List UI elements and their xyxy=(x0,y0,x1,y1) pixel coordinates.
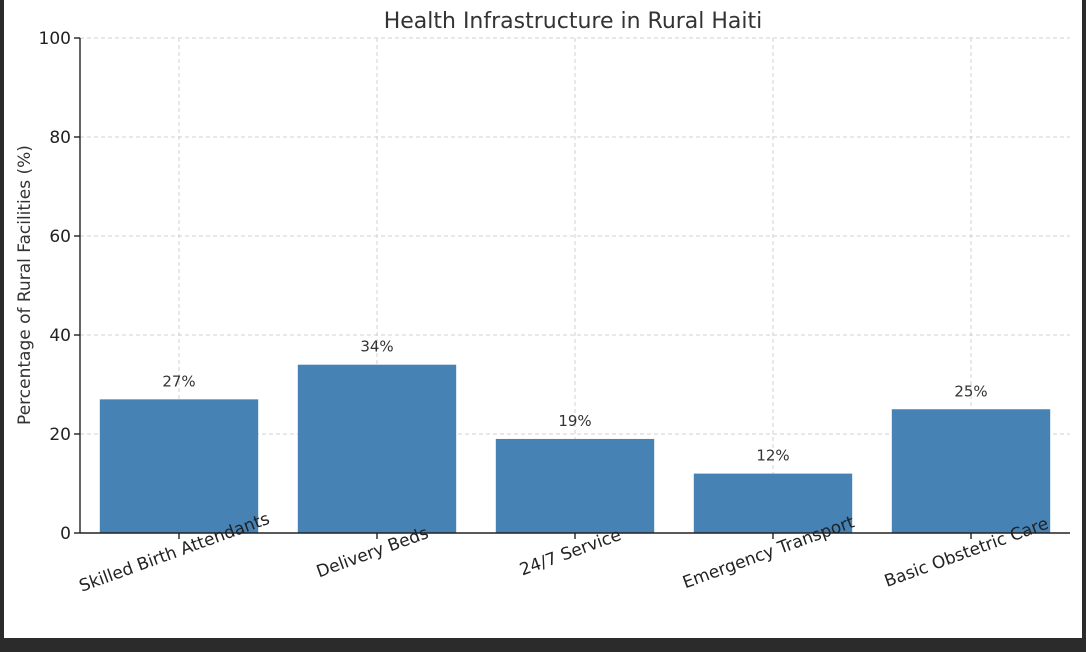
bar xyxy=(693,473,853,533)
chart-title: Health Infrastructure in Rural Haiti xyxy=(384,9,763,34)
bar xyxy=(99,399,259,533)
bar-data-label: 12% xyxy=(756,447,789,465)
bar-data-label: 19% xyxy=(558,412,591,430)
y-axis-label: Percentage of Rural Facilities (%) xyxy=(15,145,35,425)
bar-layer xyxy=(99,364,1051,533)
bar xyxy=(891,409,1051,533)
bar-data-label: 25% xyxy=(954,382,987,400)
y-tick-label: 20 xyxy=(49,425,71,445)
y-tick-label: 80 xyxy=(49,128,71,148)
chart-frame: Health Infrastructure in Rural Haiti Per… xyxy=(4,0,1082,638)
y-tick-label: 0 xyxy=(60,524,71,544)
y-tick-label: 40 xyxy=(49,326,71,346)
y-tick-label: 60 xyxy=(49,227,71,247)
bar-chart: Health Infrastructure in Rural Haiti Per… xyxy=(15,9,1070,597)
bar-data-label: 27% xyxy=(162,372,195,390)
bar xyxy=(297,364,457,533)
bar xyxy=(495,438,655,533)
y-tick-label: 100 xyxy=(39,29,71,49)
bar-data-label: 34% xyxy=(360,338,393,356)
axis-layer: 0 20 40 60 80 100 xyxy=(39,29,1070,544)
